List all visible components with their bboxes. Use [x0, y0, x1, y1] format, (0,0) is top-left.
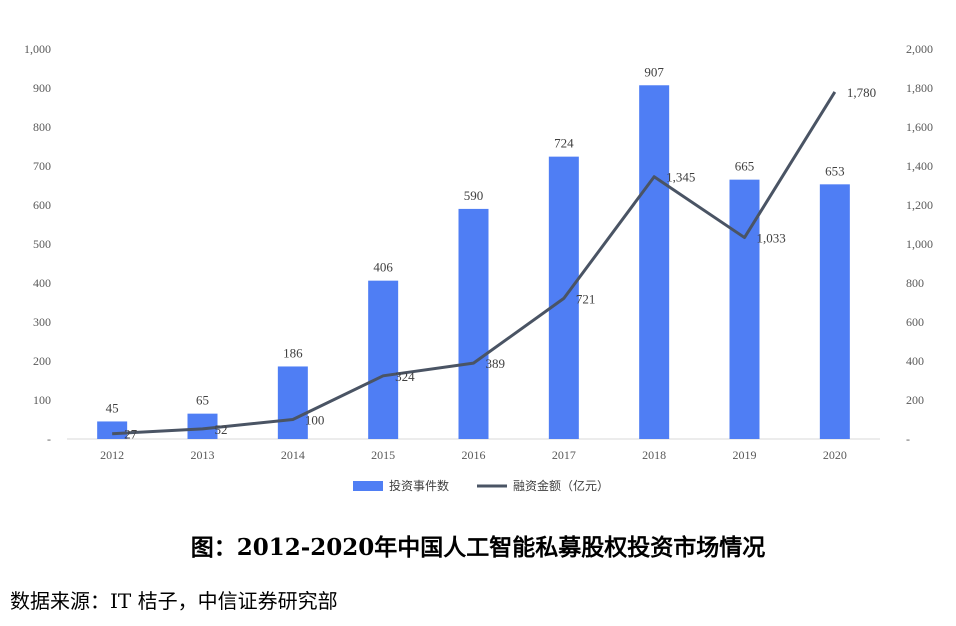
bar — [368, 280, 399, 439]
left-tick-label: 300 — [33, 315, 51, 329]
bar — [458, 208, 489, 439]
legend: 投资事件数 融资金额（亿元） — [353, 478, 609, 493]
right-tick-label: 1,600 — [906, 120, 933, 134]
left-tick-label: 500 — [33, 237, 51, 251]
left-tick-label: 1,000 — [24, 42, 51, 56]
data-source: 数据来源：IT 桔子，中信证券研究部 — [10, 589, 338, 613]
x-tick-label: 2016 — [462, 448, 486, 462]
x-tick-label: 2019 — [733, 448, 757, 462]
right-tick-label: 600 — [906, 315, 924, 329]
right-tick-label: 1,400 — [906, 159, 933, 173]
left-tick-label: 600 — [33, 198, 51, 212]
right-tick-label: 2,000 — [906, 42, 933, 56]
bar-value-label: 724 — [554, 136, 574, 151]
legend-label-line: 融资金额（亿元） — [513, 478, 609, 493]
x-axis-ticks: 2012 2013 2014 2015 2016 2017 2018 2019 2020 — [100, 448, 847, 462]
left-tick-label: 100 — [33, 393, 51, 407]
bar — [97, 421, 128, 439]
right-tick-label: - — [906, 432, 910, 446]
line-value-label: 27 — [124, 427, 137, 442]
right-tick-label: 1,200 — [906, 198, 933, 212]
left-tick-label: - — [47, 432, 51, 446]
left-tick-label: 200 — [33, 354, 51, 368]
line-series — [112, 91, 837, 436]
right-tick-label: 1,000 — [906, 237, 933, 251]
right-tick-label: 1,800 — [906, 81, 933, 95]
right-axis-ticks: - 200 400 600 800 1,000 1,200 1,400 1,600 1,800 2,… — [906, 42, 933, 446]
left-axis-ticks: - 100 200 300 400 500 600 700 800 900 1,000 — [24, 42, 51, 446]
line-value-label: 1,780 — [847, 85, 876, 100]
bar-data-labels: 45 65 186 406 590 724 907 665 653 — [106, 64, 845, 415]
bar-value-label: 590 — [464, 188, 484, 203]
left-tick-label: 400 — [33, 276, 51, 290]
x-tick-label: 2012 — [100, 448, 124, 462]
figure-caption: 图：2012-2020年中国人工智能私募股权投资市场情况 — [190, 534, 766, 561]
line-value-label: 100 — [305, 413, 325, 428]
x-tick-label: 2018 — [642, 448, 666, 462]
x-tick-label: 2020 — [823, 448, 847, 462]
bar-value-label: 45 — [106, 400, 119, 415]
bar-value-label: 653 — [825, 163, 845, 178]
legend-swatch-bar — [353, 481, 383, 491]
right-tick-label: 200 — [906, 393, 924, 407]
line-value-label: 389 — [486, 356, 506, 371]
x-tick-label: 2013 — [191, 448, 215, 462]
legend-label-bar: 投资事件数 — [389, 478, 449, 493]
line-value-label: 52 — [215, 422, 228, 437]
bar — [639, 85, 670, 440]
line-value-label: 721 — [576, 291, 596, 306]
bar — [277, 366, 308, 439]
right-tick-label: 400 — [906, 354, 924, 368]
line-data-labels: 27 52 100 324 389 721 1,345 1,033 1,780 — [124, 85, 876, 442]
bar-value-label: 65 — [196, 393, 209, 408]
bar-series — [97, 85, 850, 440]
right-tick-label: 800 — [906, 276, 924, 290]
bar-value-label: 406 — [373, 260, 393, 275]
left-tick-label: 900 — [33, 81, 51, 95]
bar — [819, 184, 850, 439]
line-value-label: 324 — [395, 369, 415, 384]
bar-value-label: 907 — [644, 64, 664, 79]
bar-value-label: 665 — [735, 159, 755, 174]
left-tick-label: 800 — [33, 120, 51, 134]
x-tick-label: 2014 — [281, 448, 305, 462]
bar-value-label: 186 — [283, 345, 303, 360]
x-tick-label: 2017 — [552, 448, 576, 462]
combo-chart: - 100 200 300 400 500 600 700 800 900 1,000 - 200 40… — [24, 42, 933, 493]
line-value-label: 1,033 — [757, 231, 786, 246]
line-value-label: 1,345 — [666, 170, 695, 185]
x-tick-label: 2015 — [371, 448, 395, 462]
left-tick-label: 700 — [33, 159, 51, 173]
